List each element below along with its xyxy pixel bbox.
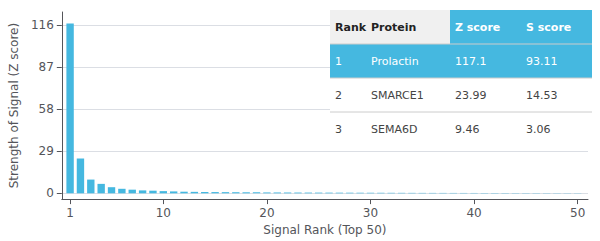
svg-text:2: 2 [335,89,342,102]
svg-text:93.11: 93.11 [526,55,558,68]
svg-text:SEMA6D: SEMA6D [371,123,417,136]
svg-text:Prolactin: Prolactin [371,55,419,68]
svg-text:3.06: 3.06 [526,123,551,136]
svg-text:9.46: 9.46 [455,123,480,136]
svg-text:1: 1 [66,206,74,220]
svg-text:1: 1 [335,55,342,68]
svg-text:117.1: 117.1 [455,55,487,68]
svg-text:50: 50 [570,206,585,220]
svg-text:SMARCE1: SMARCE1 [371,89,424,102]
svg-text:30: 30 [363,206,378,220]
svg-text:116: 116 [31,18,54,32]
svg-text:40: 40 [466,206,481,220]
svg-text:10: 10 [156,206,171,220]
svg-text:58: 58 [39,102,54,116]
svg-text:Signal Rank (Top 50): Signal Rank (Top 50) [263,223,386,237]
svg-text:23.99: 23.99 [455,89,487,102]
svg-text:Z score: Z score [455,21,500,34]
svg-text:Protein: Protein [371,21,416,34]
svg-text:S score: S score [526,21,571,34]
svg-text:Strength of Signal (Z score): Strength of Signal (Z score) [7,23,21,188]
svg-text:Rank: Rank [335,21,367,34]
svg-text:0: 0 [46,186,54,200]
svg-text:20: 20 [259,206,274,220]
svg-text:14.53: 14.53 [526,89,558,102]
svg-text:87: 87 [39,60,54,74]
svg-text:29: 29 [39,144,54,158]
svg-text:3: 3 [335,123,342,136]
